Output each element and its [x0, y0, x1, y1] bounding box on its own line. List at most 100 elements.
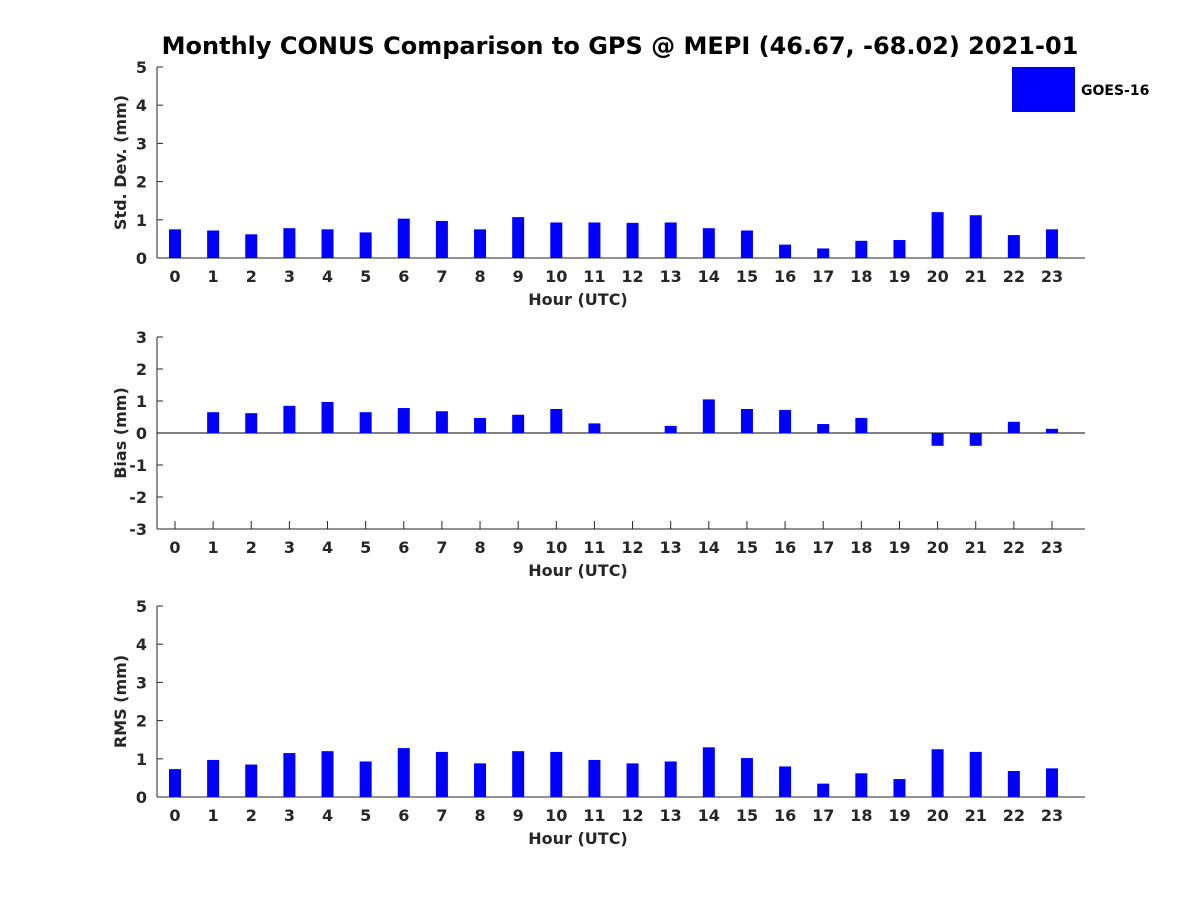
std-dev-x-tick-label: 21 [965, 267, 987, 286]
bias-bar-hour-15 [740, 409, 753, 433]
std-dev-bar-hour-4 [321, 229, 334, 258]
rms-y-tick-label: 3 [136, 673, 147, 692]
std-dev-bar-hour-10 [550, 222, 563, 258]
bias-bar-hour-11 [588, 423, 601, 433]
rms-x-tick-label: 1 [208, 806, 219, 825]
std-dev-x-tick-label: 0 [169, 267, 180, 286]
std-dev-x-tick-label: 9 [513, 267, 524, 286]
rms-bar-hour-18 [855, 773, 868, 797]
rms-y-tick-label: 0 [136, 788, 147, 807]
rms-x-tick-label: 11 [583, 806, 605, 825]
bias-bar-hour-9 [512, 414, 525, 433]
std-dev-bar-hour-14 [702, 228, 715, 258]
rms-x-tick-label: 21 [965, 806, 987, 825]
std-dev-y-tick-label: 2 [136, 173, 147, 192]
std-dev-bar-hour-18 [855, 240, 868, 258]
std-dev-x-tick-label: 18 [850, 267, 872, 286]
rms-bar-hour-23 [1045, 768, 1058, 797]
std-dev-y-tick-label: 1 [136, 211, 147, 230]
rms-bar-hour-15 [740, 758, 753, 797]
std-dev-bar-hour-15 [740, 230, 753, 258]
rms-y-tick-label: 4 [136, 635, 147, 654]
std-dev-bar-hour-0 [169, 229, 181, 258]
std-dev-x-tick-label: 3 [284, 267, 295, 286]
bias-x-tick-label: 7 [436, 538, 447, 557]
rms-x-tick-label: 2 [246, 806, 257, 825]
rms-bar-hour-17 [817, 783, 830, 797]
bias-bar-hour-23 [1045, 428, 1058, 433]
rms-x-tick-label: 18 [850, 806, 872, 825]
bias-x-tick-label: 15 [736, 538, 758, 557]
bias-x-tick-label: 0 [169, 538, 180, 557]
std-dev-bar-hour-6 [397, 218, 410, 258]
bias-bar-hour-5 [359, 412, 372, 433]
rms-x-tick-label: 12 [621, 806, 643, 825]
bias-x-tick-label: 18 [850, 538, 872, 557]
legend-swatch [1012, 67, 1075, 112]
rms-bar-hour-22 [1007, 771, 1020, 797]
rms-bar-hour-16 [779, 766, 792, 797]
rms-bar-hour-5 [359, 761, 372, 797]
std-dev-x-tick-label: 5 [360, 267, 371, 286]
std-dev-x-tick-label: 16 [774, 267, 796, 286]
std-dev-y-tick-label: 0 [136, 249, 147, 268]
std-dev-x-tick-label: 17 [812, 267, 834, 286]
rms-bar-hour-21 [969, 751, 982, 797]
rms-x-tick-label: 14 [698, 806, 720, 825]
std-dev-bar-hour-11 [588, 222, 601, 258]
bias-x-tick-label: 5 [360, 538, 371, 557]
bias-x-tick-label: 8 [474, 538, 485, 557]
bias-y-tick-label: 0 [136, 424, 147, 443]
std-dev-x-tick-label: 7 [436, 267, 447, 286]
rms-bar-hour-0 [169, 769, 181, 797]
bias-x-tick-label: 21 [965, 538, 987, 557]
rms-x-tick-label: 13 [660, 806, 682, 825]
rms-bar-hour-8 [474, 763, 487, 797]
rms-y-tick-label: 2 [136, 712, 147, 731]
std-dev-bar-hour-5 [359, 232, 372, 258]
bias-x-tick-label: 9 [513, 538, 524, 557]
std-dev-x-tick-label: 2 [246, 267, 257, 286]
std-dev-bar-hour-1 [207, 230, 220, 258]
rms-x-tick-label: 6 [398, 806, 409, 825]
bias-x-tick-label: 4 [322, 538, 333, 557]
std-dev-x-tick-label: 22 [1003, 267, 1025, 286]
rms-y-axis-label: RMS (mm) [111, 655, 130, 748]
bias-x-tick-label: 17 [812, 538, 834, 557]
bias-bar-hour-3 [283, 405, 296, 433]
rms-y-tick-label: 5 [136, 597, 147, 616]
std-dev-x-tick-label: 1 [208, 267, 219, 286]
std-dev-bar-hour-12 [626, 222, 639, 258]
std-dev-bar-hour-7 [435, 220, 448, 258]
std-dev-bar-hour-3 [283, 228, 296, 258]
rms-bar-hour-2 [245, 764, 258, 797]
rms-bar-hour-4 [321, 751, 334, 797]
legend-label: GOES-16 [1081, 83, 1149, 99]
bias-bar-hour-18 [855, 417, 868, 433]
std-dev-x-tick-label: 20 [926, 267, 948, 286]
bias-x-tick-label: 22 [1003, 538, 1025, 557]
rms-x-tick-label: 10 [545, 806, 567, 825]
rms-x-tick-label: 3 [284, 806, 295, 825]
rms-bar-hour-19 [893, 779, 906, 797]
bias-bar-hour-8 [474, 417, 487, 433]
std-dev-bar-hour-13 [664, 222, 677, 258]
rms-bar-hour-12 [626, 763, 639, 797]
bias-bar-hour-17 [817, 424, 830, 433]
bias-y-tick-label: 3 [136, 328, 147, 347]
bias-y-tick-label: 2 [136, 360, 147, 379]
bias-x-tick-label: 13 [660, 538, 682, 557]
bias-bar-hour-21 [969, 433, 982, 446]
std-dev-x-axis-label: Hour (UTC) [528, 290, 628, 309]
rms-bar-hour-9 [512, 751, 525, 797]
bias-bar-hour-14 [702, 399, 715, 433]
bias-bar-hour-22 [1007, 421, 1020, 433]
bias-bar-hour-16 [779, 409, 792, 433]
std-dev-bar-hour-21 [969, 215, 982, 258]
figure-title: Monthly CONUS Comparison to GPS @ MEPI (… [162, 32, 1079, 60]
bias-x-tick-label: 2 [246, 538, 257, 557]
std-dev-bar-hour-16 [779, 244, 792, 258]
rms-bar-hour-11 [588, 759, 601, 797]
